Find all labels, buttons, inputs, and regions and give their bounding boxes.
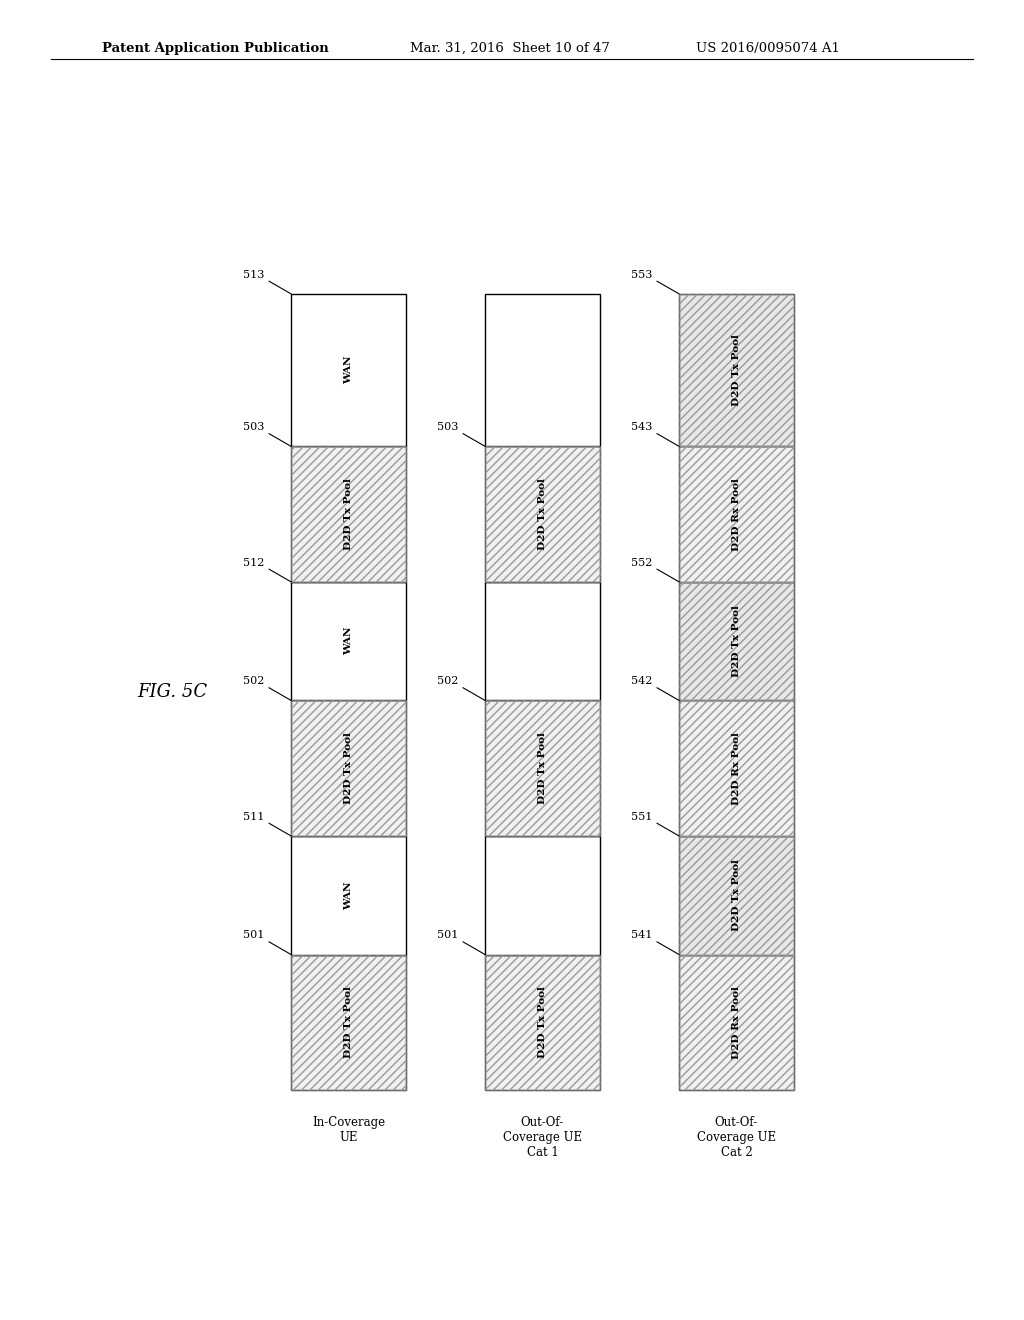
- Text: WAN: WAN: [344, 627, 353, 656]
- Text: D2D Rx Pool: D2D Rx Pool: [732, 731, 741, 805]
- Bar: [485, 294, 600, 446]
- Text: 502: 502: [437, 676, 459, 686]
- Bar: [679, 701, 794, 836]
- Text: D2D Rx Pool: D2D Rx Pool: [732, 986, 741, 1059]
- Text: 503: 503: [244, 422, 264, 432]
- Bar: [485, 954, 600, 1090]
- Bar: [679, 836, 794, 954]
- Text: 501: 501: [437, 931, 459, 940]
- Bar: [485, 701, 600, 836]
- Bar: [291, 582, 406, 701]
- Text: 543: 543: [631, 422, 652, 432]
- Text: D2D Tx Pool: D2D Tx Pool: [538, 986, 547, 1059]
- Bar: [485, 701, 600, 836]
- Bar: [485, 836, 600, 954]
- Text: 551: 551: [631, 812, 652, 821]
- Text: D2D Tx Pool: D2D Tx Pool: [538, 478, 547, 550]
- Text: 513: 513: [244, 269, 264, 280]
- Text: D2D Tx Pool: D2D Tx Pool: [538, 733, 547, 804]
- Bar: [679, 954, 794, 1090]
- Bar: [679, 294, 794, 446]
- Bar: [291, 954, 406, 1090]
- Text: WAN: WAN: [344, 356, 353, 384]
- Bar: [291, 836, 406, 954]
- Text: D2D Rx Pool: D2D Rx Pool: [732, 478, 741, 550]
- Text: 542: 542: [631, 676, 652, 686]
- Text: 511: 511: [244, 812, 264, 821]
- Text: Out-Of-
Coverage UE
Cat 2: Out-Of- Coverage UE Cat 2: [697, 1115, 776, 1159]
- Text: 552: 552: [631, 557, 652, 568]
- Text: US 2016/0095074 A1: US 2016/0095074 A1: [696, 42, 841, 55]
- Bar: [291, 701, 406, 836]
- Text: D2D Tx Pool: D2D Tx Pool: [732, 606, 741, 677]
- Text: 501: 501: [244, 931, 264, 940]
- Bar: [291, 446, 406, 582]
- Text: 553: 553: [631, 269, 652, 280]
- Text: Patent Application Publication: Patent Application Publication: [102, 42, 329, 55]
- Text: In-Coverage
UE: In-Coverage UE: [312, 1115, 385, 1143]
- Bar: [485, 446, 600, 582]
- Text: 541: 541: [631, 931, 652, 940]
- Bar: [485, 446, 600, 582]
- Text: D2D Tx Pool: D2D Tx Pool: [344, 986, 353, 1059]
- Bar: [485, 954, 600, 1090]
- Bar: [679, 446, 794, 582]
- Text: D2D Tx Pool: D2D Tx Pool: [732, 334, 741, 407]
- Text: Out-Of-
Coverage UE
Cat 1: Out-Of- Coverage UE Cat 1: [503, 1115, 582, 1159]
- Text: 503: 503: [437, 422, 459, 432]
- Bar: [485, 582, 600, 701]
- Bar: [679, 582, 794, 701]
- Text: WAN: WAN: [344, 880, 353, 909]
- Text: Mar. 31, 2016  Sheet 10 of 47: Mar. 31, 2016 Sheet 10 of 47: [410, 42, 609, 55]
- Bar: [291, 701, 406, 836]
- Bar: [291, 954, 406, 1090]
- Bar: [679, 836, 794, 954]
- Text: D2D Tx Pool: D2D Tx Pool: [732, 859, 741, 931]
- Bar: [679, 701, 794, 836]
- Text: D2D Tx Pool: D2D Tx Pool: [344, 478, 353, 550]
- Text: 502: 502: [244, 676, 264, 686]
- Bar: [679, 954, 794, 1090]
- Bar: [291, 446, 406, 582]
- Bar: [291, 294, 406, 446]
- Text: D2D Tx Pool: D2D Tx Pool: [344, 733, 353, 804]
- Bar: [679, 446, 794, 582]
- Bar: [679, 582, 794, 701]
- Text: FIG. 5C: FIG. 5C: [137, 682, 207, 701]
- Bar: [679, 294, 794, 446]
- Text: 512: 512: [244, 557, 264, 568]
